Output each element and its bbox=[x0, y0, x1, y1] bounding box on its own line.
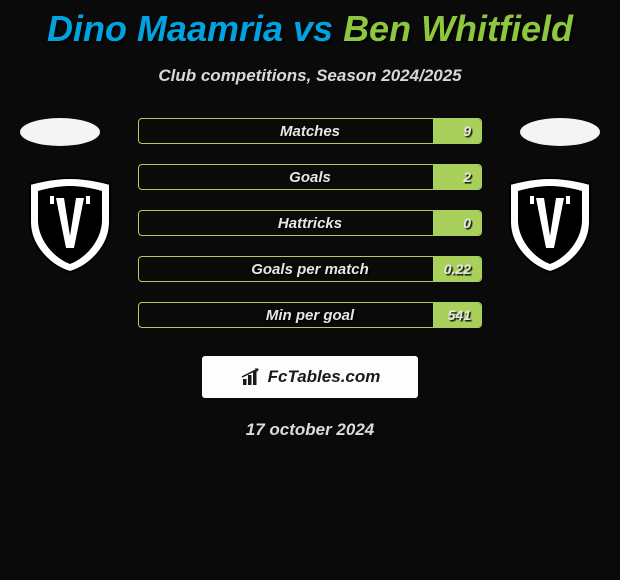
title-connector: vs bbox=[283, 8, 343, 49]
stat-label: Min per goal bbox=[266, 307, 354, 324]
subtitle: Club competitions, Season 2024/2025 bbox=[0, 66, 620, 86]
stat-label: Matches bbox=[280, 123, 340, 140]
left-cap bbox=[20, 118, 100, 146]
chart-icon bbox=[240, 367, 264, 387]
left-club-badge bbox=[20, 174, 120, 274]
stat-row: Matches 9 bbox=[138, 118, 482, 144]
stat-row: Goals 2 bbox=[138, 164, 482, 190]
source-logo-text: FcTables.com bbox=[268, 367, 381, 387]
stat-rows: Matches 9 Goals 2 Hattricks 0 Goals per … bbox=[138, 118, 482, 328]
comparison-title: Dino Maamria vs Ben Whitfield bbox=[0, 0, 620, 50]
stat-fill bbox=[433, 119, 481, 143]
shield-icon bbox=[500, 174, 600, 274]
stats-area: Matches 9 Goals 2 Hattricks 0 Goals per … bbox=[0, 118, 620, 328]
stat-value: 0.22 bbox=[444, 261, 471, 277]
stat-label: Goals bbox=[289, 169, 331, 186]
date-label: 17 october 2024 bbox=[0, 420, 620, 440]
stat-label: Hattricks bbox=[278, 215, 342, 232]
stat-value: 9 bbox=[463, 123, 471, 139]
stat-value: 541 bbox=[448, 307, 471, 323]
stat-row: Goals per match 0.22 bbox=[138, 256, 482, 282]
right-cap bbox=[520, 118, 600, 146]
stat-row: Min per goal 541 bbox=[138, 302, 482, 328]
source-logo[interactable]: FcTables.com bbox=[202, 356, 418, 398]
right-club-badge bbox=[500, 174, 600, 274]
stat-fill bbox=[433, 165, 481, 189]
stat-value: 0 bbox=[463, 215, 471, 231]
stat-row: Hattricks 0 bbox=[138, 210, 482, 236]
player2-name: Ben Whitfield bbox=[343, 8, 573, 49]
player1-name: Dino Maamria bbox=[47, 8, 283, 49]
shield-icon bbox=[20, 174, 120, 274]
stat-label: Goals per match bbox=[251, 261, 369, 278]
stat-value: 2 bbox=[463, 169, 471, 185]
stat-fill bbox=[433, 211, 481, 235]
